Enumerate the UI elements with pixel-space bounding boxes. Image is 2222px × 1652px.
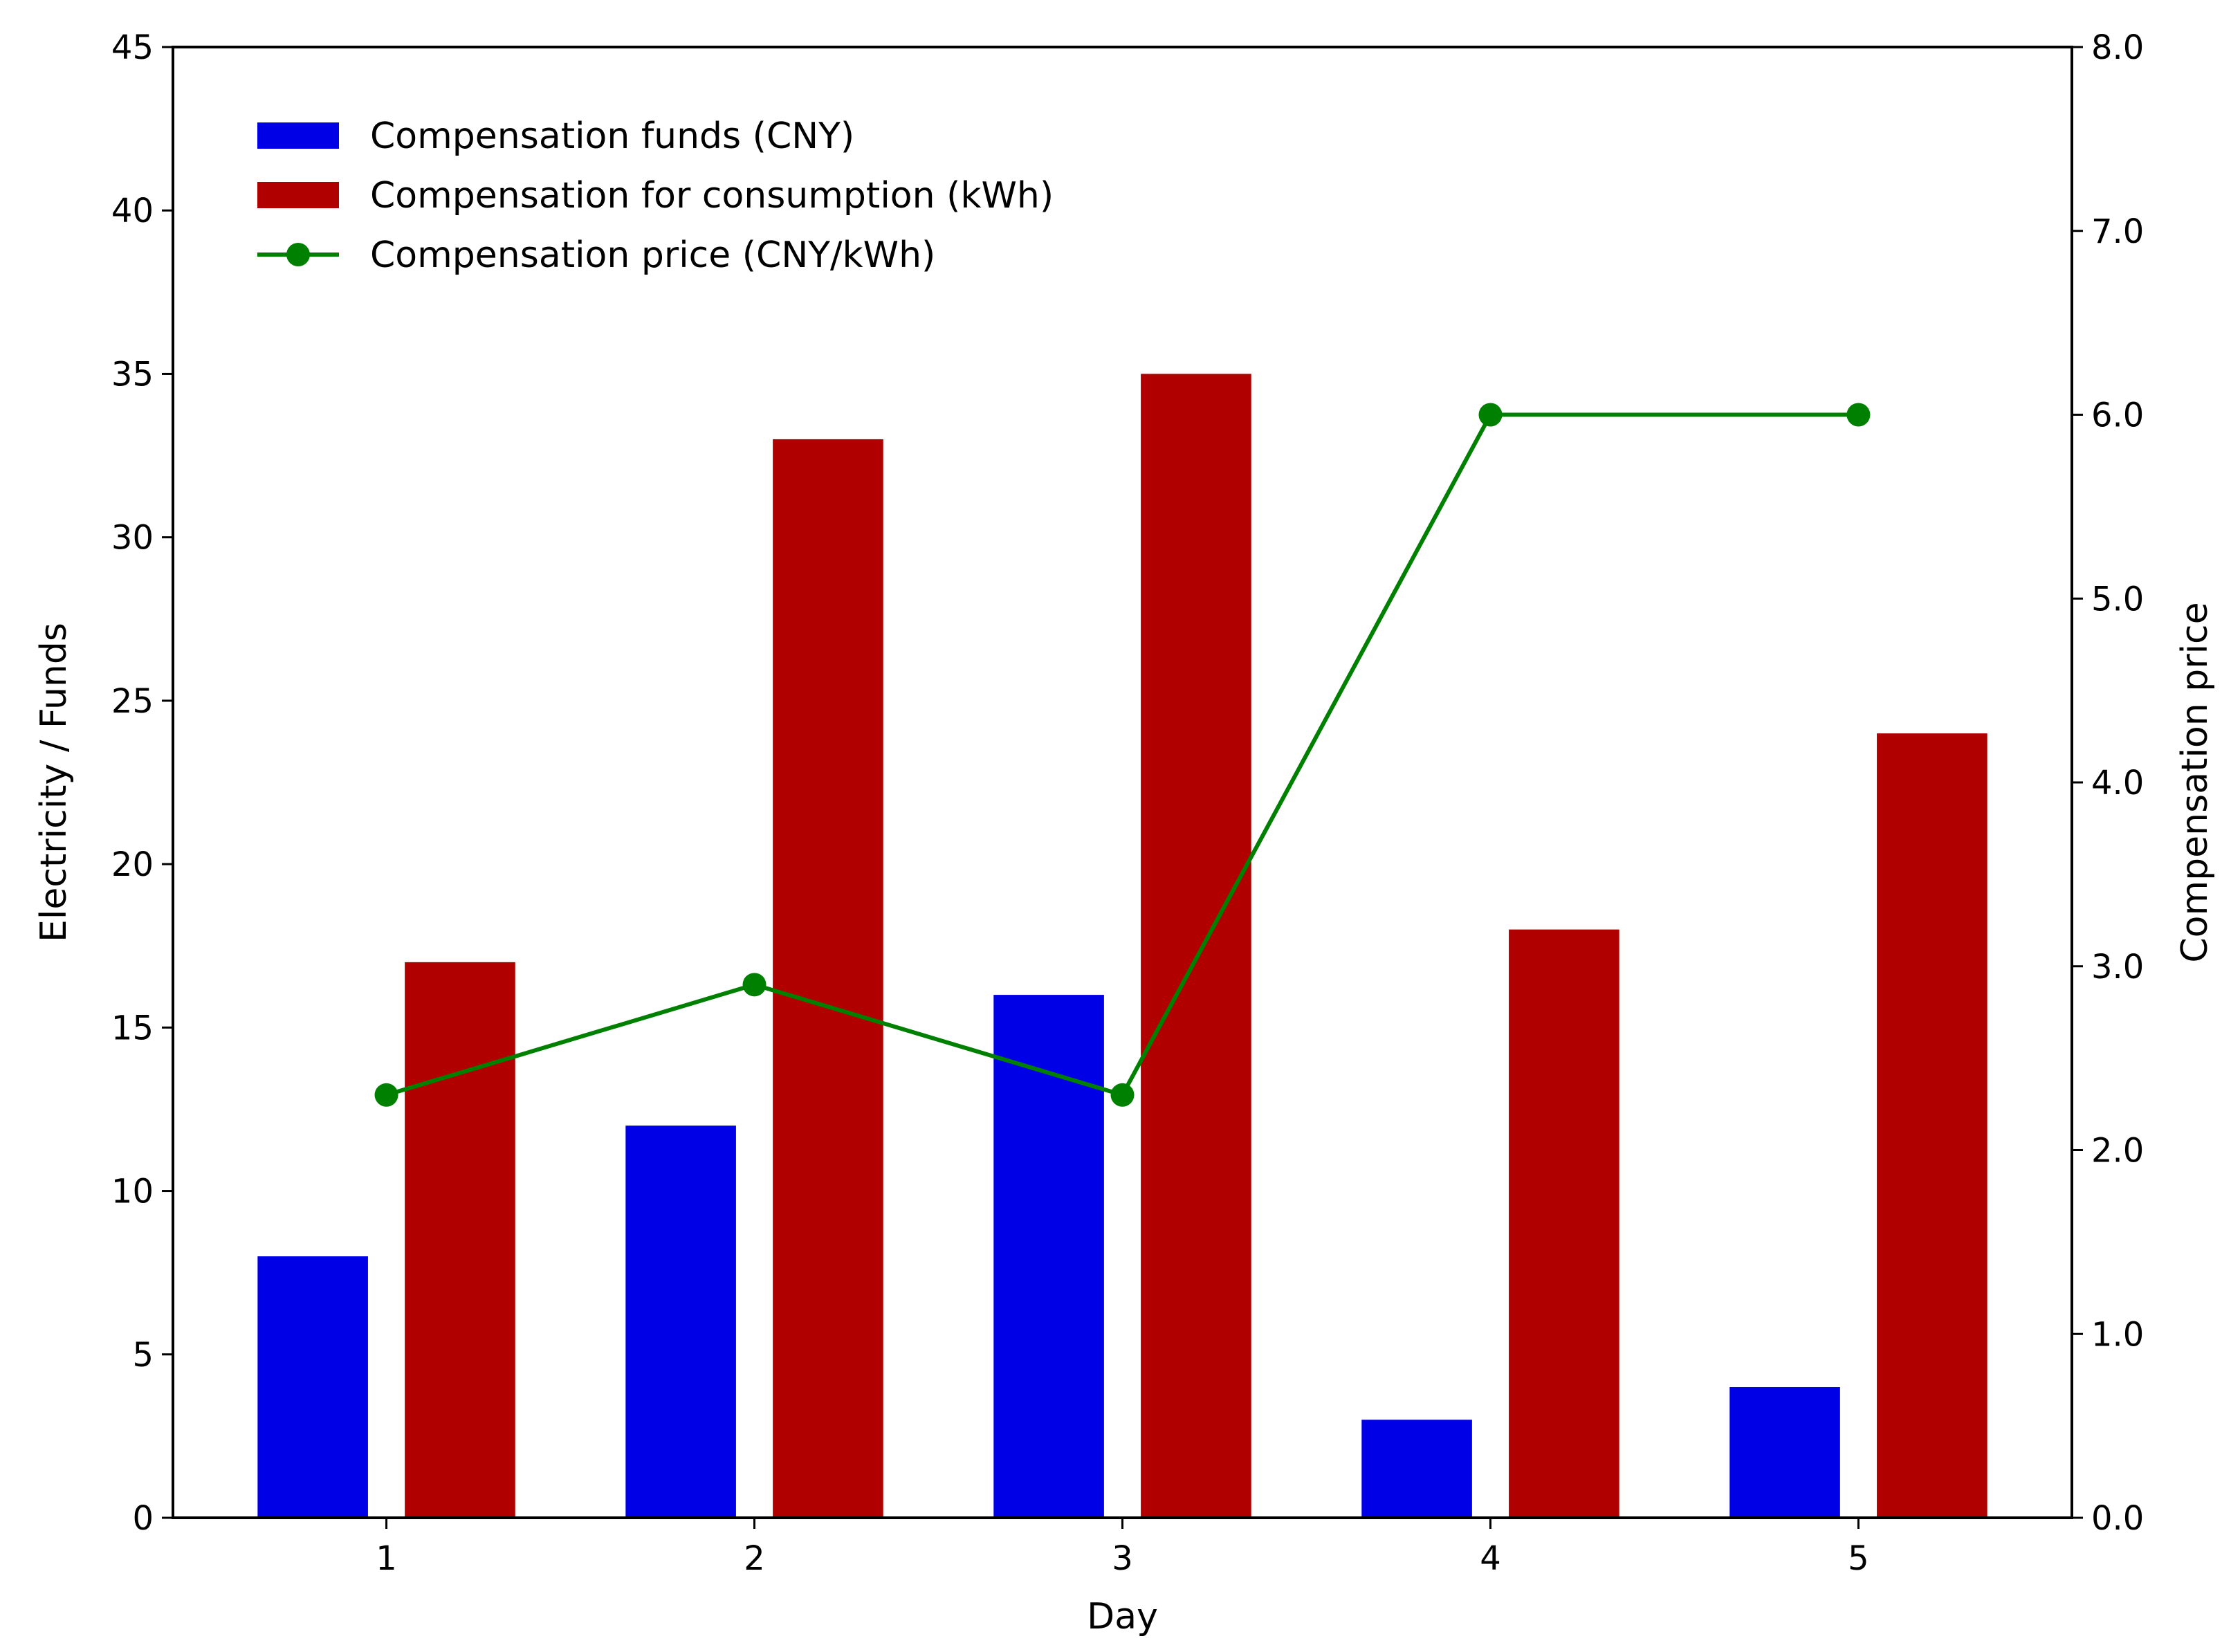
x-tick-label-1: 1 <box>376 1539 397 1578</box>
left-tick-label-25: 25 <box>111 682 154 721</box>
legend-label-funds: Compensation funds (CNY) <box>370 116 854 157</box>
legend: Compensation funds (CNY) Compensation fo… <box>257 116 1054 276</box>
left-tick-label-45: 45 <box>111 28 154 67</box>
legend-swatch-funds <box>257 122 339 149</box>
x-tick-label-3: 3 <box>1112 1539 1133 1578</box>
x-tick-label-4: 4 <box>1480 1539 1501 1578</box>
bar-consumption-day-2 <box>773 439 883 1518</box>
right-tick-label-6.0: 6.0 <box>2091 396 2144 435</box>
right-tick-label-5.0: 5.0 <box>2091 580 2144 618</box>
price-point-day-4 <box>1478 403 1503 427</box>
x-axis-title: Day <box>1087 1596 1158 1637</box>
price-point-day-3 <box>1110 1083 1135 1107</box>
legend-marker-price <box>286 243 310 266</box>
left-tick-label-20: 20 <box>111 845 154 884</box>
left-tick-label-30: 30 <box>111 519 154 558</box>
left-tick-label-35: 35 <box>111 355 154 394</box>
right-tick-label-7.0: 7.0 <box>2091 212 2144 251</box>
right-tick-label-3.0: 3.0 <box>2091 948 2144 986</box>
bar-funds-day-4 <box>1361 1420 1472 1518</box>
legend-label-price: Compensation price (CNY/kWh) <box>370 235 935 276</box>
left-axis-title: Electricity / Funds <box>33 623 75 942</box>
left-axis-ticks: 0 5 10 15 20 25 30 35 40 45 <box>111 28 173 1538</box>
right-axis-ticks: 0.0 1.0 2.0 3.0 4.0 5.0 6.0 7.0 8.0 <box>2072 28 2144 1538</box>
left-tick-label-15: 15 <box>111 1009 154 1047</box>
x-tick-label-2: 2 <box>744 1539 765 1578</box>
x-axis-ticks: 1 2 3 4 5 <box>376 1518 1869 1578</box>
left-tick-label-0: 0 <box>132 1499 154 1538</box>
left-tick-label-40: 40 <box>111 192 154 230</box>
legend-label-consumption: Compensation for consumption (kWh) <box>370 175 1054 217</box>
right-tick-label-8.0: 8.0 <box>2091 28 2144 67</box>
price-line-layer <box>374 403 1871 1107</box>
right-axis-title: Compensation price <box>2174 602 2216 962</box>
right-tick-label-2.0: 2.0 <box>2091 1132 2144 1171</box>
left-tick-label-5: 5 <box>132 1336 154 1375</box>
price-point-day-1 <box>374 1083 398 1107</box>
right-tick-label-1.0: 1.0 <box>2091 1315 2144 1354</box>
bar-consumption-day-5 <box>1877 733 1987 1518</box>
x-tick-label-5: 5 <box>1848 1539 1869 1578</box>
bar-funds-day-5 <box>1729 1387 1840 1518</box>
bar-consumption-day-1 <box>405 962 515 1518</box>
bar-consumption-day-4 <box>1509 929 1619 1518</box>
bar-consumption-day-3 <box>1141 374 1251 1518</box>
left-tick-label-10: 10 <box>111 1173 154 1211</box>
right-tick-label-0.0: 0.0 <box>2091 1499 2144 1538</box>
legend-swatch-consumption <box>257 182 339 208</box>
right-tick-label-4.0: 4.0 <box>2091 764 2144 802</box>
bar-funds-day-2 <box>625 1126 736 1518</box>
price-point-day-5 <box>1846 403 1871 427</box>
price-point-day-2 <box>742 973 766 997</box>
bar-funds-day-1 <box>257 1256 368 1518</box>
